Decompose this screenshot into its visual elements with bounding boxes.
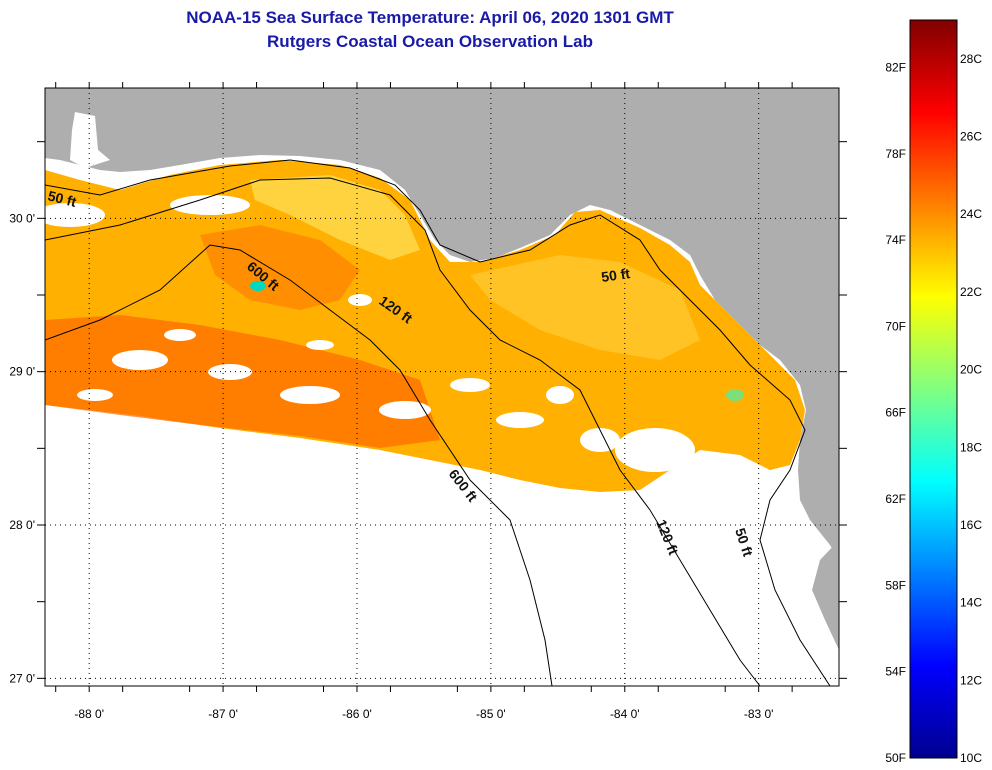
colorbar-celsius-label: 12C xyxy=(960,673,982,687)
lon-tick-label: -88 0' xyxy=(74,707,104,721)
axis-ticks xyxy=(37,82,847,692)
colorbar-fahrenheit-label: 74F xyxy=(885,233,906,247)
sst-warm-core xyxy=(200,225,360,310)
bathymetry-contours xyxy=(45,159,831,686)
contour-120ft xyxy=(45,177,761,686)
lat-tick-label: 30 0' xyxy=(9,211,35,225)
colorbar-celsius-label: 24C xyxy=(960,207,982,221)
contour-50ft xyxy=(45,159,831,686)
colorbar-fahrenheit-label: 62F xyxy=(885,492,906,506)
colorbar-celsius-label: 26C xyxy=(960,130,982,144)
lon-tick-label: -87 0' xyxy=(208,707,238,721)
colorbar-fahrenheit-label: 54F xyxy=(885,665,906,679)
sst-cool-shelf-east xyxy=(470,255,700,360)
sst-warm-south xyxy=(45,315,440,448)
contour-label-50ft: 50 ft xyxy=(600,265,631,285)
colorbar xyxy=(909,19,958,759)
cool-spot-east xyxy=(726,389,744,401)
axis-labels: -88 0' -87 0' -86 0' -85 0' -84 0' -83 0' 30 0… xyxy=(9,211,773,721)
colorbar-fahrenheit-label: 78F xyxy=(885,147,906,161)
colorbar-celsius-label: 20C xyxy=(960,363,982,377)
colorbar-celsius-label: 22C xyxy=(960,285,982,299)
colorbar-fahrenheit-label: 82F xyxy=(885,60,906,74)
cloud-patches xyxy=(45,195,730,495)
lat-tick-label: 29 0' xyxy=(9,365,35,379)
colorbar-celsius-label: 16C xyxy=(960,518,982,532)
colorbar-fahrenheit-label: 70F xyxy=(885,319,906,333)
colorbar-celsius-label: 14C xyxy=(960,596,982,610)
lat-tick-label: 28 0' xyxy=(9,518,35,532)
lon-tick-label: -85 0' xyxy=(476,707,506,721)
map-title: NOAA-15 Sea Surface Temperature: April 0… xyxy=(186,8,674,27)
contour-600ft xyxy=(45,244,553,686)
land-lower-florida xyxy=(812,540,839,650)
lon-tick-label: -84 0' xyxy=(610,707,640,721)
lat-tick-label: 27 0' xyxy=(9,671,35,685)
colorbar-celsius-label: 28C xyxy=(960,52,982,66)
colorbar-celsius-label: 18C xyxy=(960,440,982,454)
lon-tick-label: -83 0' xyxy=(744,707,774,721)
land-bay-notch xyxy=(70,112,110,168)
sst-cool-nearshore xyxy=(250,175,420,260)
land-mass xyxy=(45,88,839,560)
contour-label-50ft: 50 ft xyxy=(46,187,78,210)
colorbar-fahrenheit-label: 58F xyxy=(885,578,906,592)
colorbar-fahrenheit-label: 50F xyxy=(885,751,906,765)
map-subtitle: Rutgers Coastal Ocean Observation Lab xyxy=(267,32,593,51)
colorbar-labels: 28C 26C 24C 22C 20C 18C 16C 14C 12C 10C 82F 78F 74F 7… xyxy=(885,52,982,765)
map-area: 50 ft 50 ft 50 ft 120 ft 120 ft 600 ft 6… xyxy=(45,88,839,686)
map-frame xyxy=(44,87,840,687)
colorbar-celsius-label: 10C xyxy=(960,751,982,765)
cool-spot xyxy=(250,281,266,291)
lon-tick-label: -86 0' xyxy=(342,707,372,721)
colorbar-fahrenheit-label: 66F xyxy=(885,406,906,420)
